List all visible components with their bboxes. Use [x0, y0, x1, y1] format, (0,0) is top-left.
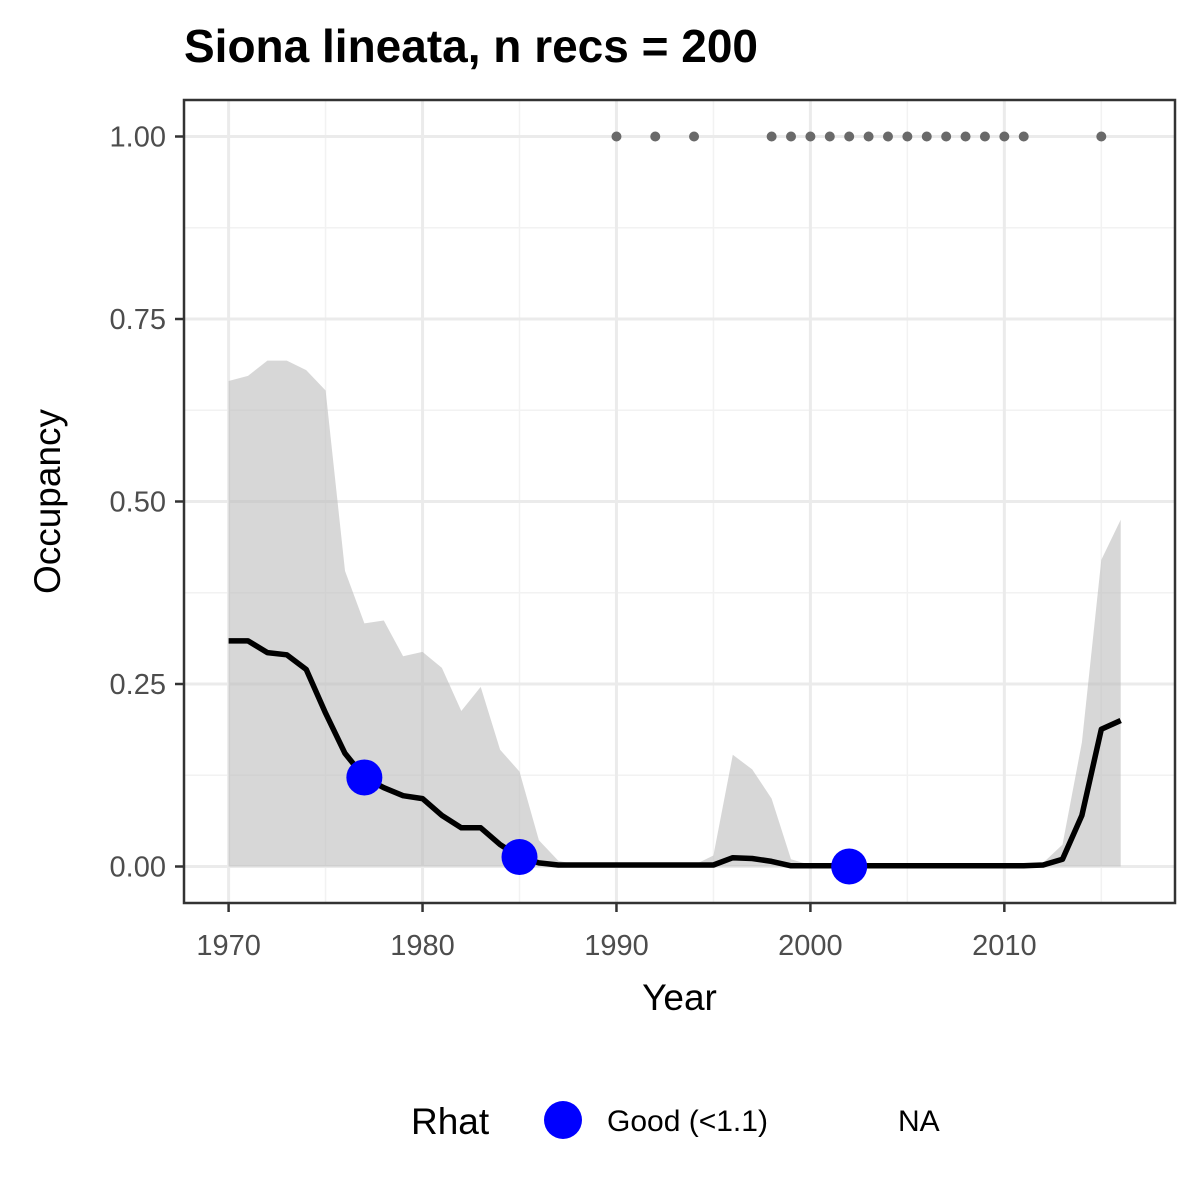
record-year-point [824, 131, 835, 142]
record-year-point [921, 131, 932, 142]
series-layer [228, 131, 1122, 885]
x-tick-label: 1990 [584, 930, 649, 962]
record-year-point [979, 131, 990, 142]
y-tick-label: 0.00 [110, 852, 166, 884]
record-year-point [786, 131, 797, 142]
record-year-point [902, 131, 913, 142]
x-tick-label: 1970 [196, 930, 261, 962]
record-year-point [805, 131, 816, 142]
legend-label-na: NA [898, 1105, 940, 1138]
record-year-point [960, 131, 971, 142]
rhat-good-point [501, 839, 538, 876]
x-tick-label: 1980 [390, 930, 455, 962]
x-axis-title: Year [642, 977, 717, 1018]
record-year-point [941, 131, 952, 142]
record-year-point [650, 131, 661, 142]
chart-title: Siona lineata, n recs = 200 [184, 20, 758, 72]
record-year-point [611, 131, 622, 142]
credible-interval-ribbon [228, 360, 1121, 867]
legend-title: Rhat [411, 1101, 490, 1142]
y-tick-label: 0.50 [110, 487, 166, 519]
record-year-point [844, 131, 855, 142]
y-tick-label: 0.25 [110, 669, 166, 701]
record-year-point [1018, 131, 1029, 142]
y-axis-title: Occupancy [27, 408, 68, 594]
legend-label-good: Good (<1.1) [607, 1105, 768, 1138]
y-tick-label: 1.00 [110, 122, 166, 154]
legend-key-good-marker [544, 1101, 582, 1139]
record-year-point [882, 131, 893, 142]
record-year-point [766, 131, 777, 142]
y-tick-label: 0.75 [110, 304, 166, 336]
x-tick-label: 2010 [972, 930, 1037, 962]
x-tick-label: 2000 [778, 930, 843, 962]
record-year-point [689, 131, 700, 142]
axes: 1970 1980 1990 2000 2010 0.00 0.25 0.50 0.75 1.00 [110, 98, 1177, 962]
record-year-point [999, 131, 1010, 142]
rhat-good-point [346, 759, 383, 796]
record-year-point [1096, 131, 1107, 142]
legend: Rhat Good (<1.1) NA [411, 1101, 940, 1142]
rhat-good-point [831, 848, 868, 885]
record-year-point [863, 131, 874, 142]
